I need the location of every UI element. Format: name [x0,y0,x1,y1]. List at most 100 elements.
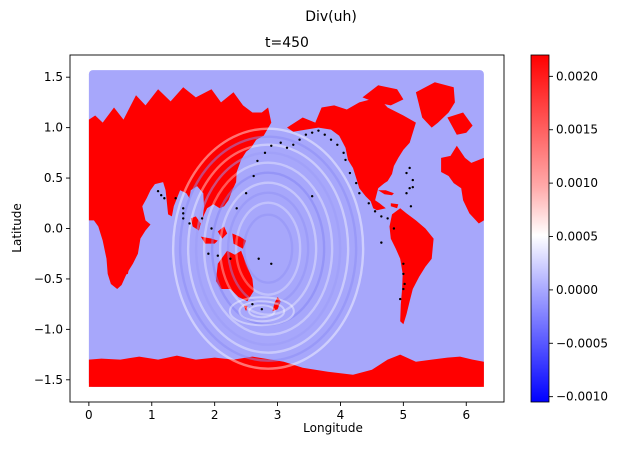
land-polygon-9 [272,297,281,312]
station-marker [251,302,254,306]
land-polygon-5 [217,226,228,239]
station-marker [409,205,413,208]
colorbar-ticks: 0.0020 0.0015 0.0010 0.0005 0.0000 −0.0005 −0.… [549,69,608,404]
station-marker [380,241,383,244]
y-tick-label: 0.5 [44,171,63,185]
wave-ring-9 [242,213,294,284]
colorbar: 0.0020 0.0015 0.0010 0.0005 0.0000 −0.0005 −0.… [530,54,608,404]
y-axis: 1.5 1.0 0.5 0.0 −0.5 −1.0 −1.5 [34,70,70,387]
station-marker [392,227,396,230]
wave-ring-6 [218,181,318,316]
x-tick-label: 6 [462,408,470,422]
station-marker [252,174,255,178]
wave-ring-4 [202,161,334,336]
land-polygon-1 [90,147,126,194]
station-marker [405,191,408,195]
y-tick-label: −1.0 [34,322,63,336]
y-axis-label: Latitude [10,203,24,252]
figure-suptitle: Div(uh) [305,9,357,25]
wave-ring-0 [171,127,365,370]
land-polygon-10 [287,97,416,211]
station-marker [411,185,414,189]
station-marker [270,144,273,147]
land-polygon-18 [88,354,484,387]
x-tick-label: 3 [274,408,282,422]
station-marker [411,178,414,182]
station-marker [373,210,377,213]
land-polygon-17 [441,145,484,224]
station-marker [298,138,301,141]
x-tick-label: 4 [337,408,345,422]
station-marker [402,262,405,266]
station-marker [229,257,232,260]
wave-lobe-0 [228,296,295,327]
land-polygon-14 [390,203,399,209]
station-marker [174,197,177,200]
y-tick-label: 1.0 [44,121,63,135]
x-tick-label: 0 [85,408,93,422]
land-masks [88,82,484,387]
station-marker [386,217,389,220]
station-marker [270,262,273,266]
station-marker [342,151,345,155]
x-axis-label: Longitude [303,421,363,435]
station-marker [256,159,259,163]
x-tick-label: 5 [400,408,408,422]
station-marker [160,194,163,197]
station-marker [348,171,352,175]
land-polygon-7 [215,250,254,302]
station-marker [207,252,210,255]
station-marker [405,171,408,175]
wave-ring-5 [210,171,326,326]
station-marker [182,212,185,215]
station-marker [329,138,333,141]
station-marker [310,195,314,198]
station-marker [244,191,248,195]
colorbar-tick-label: −0.0010 [556,390,608,404]
station-marker [182,207,185,210]
land-polygon-4 [200,236,218,244]
station-marker [257,257,260,260]
wave-ring-8 [234,201,302,296]
colorbar-tick-label: 0.0015 [556,123,598,137]
station-marker [235,207,238,210]
station-marker [317,129,320,132]
station-marker [200,217,204,220]
station-marker [304,133,308,136]
station-marker [260,307,264,311]
wave-ring-2 [186,143,350,354]
station-marker [292,143,295,146]
station-marker [408,166,411,170]
wave-lobe-1 [238,300,286,323]
land-polygon-12 [415,82,455,128]
station-marker [399,297,402,301]
station-marker [279,141,282,144]
colorbar-tick-label: 0.0020 [556,69,598,83]
y-tick-label: 1.5 [44,70,63,84]
wave-ring-1 [178,135,358,362]
wave-ring-3 [194,151,342,346]
x-tick-label: 1 [148,408,156,422]
chart-title: t=450 [265,35,309,51]
station-marker [182,217,185,220]
land-polygon-8 [243,305,248,312]
y-tick-label: −0.5 [34,272,63,286]
y-tick-label: 0.0 [44,222,63,236]
colorbar-tick-label: 0.0000 [556,283,598,297]
station-markers [156,129,414,311]
station-marker [310,131,314,134]
station-marker [156,189,160,193]
colorbar-tick-label: 0.0005 [556,230,598,244]
land-polygon-13 [378,190,394,196]
land-polygon-2 [123,253,131,275]
station-marker [408,186,411,190]
station-marker [188,222,191,225]
station-marker [323,133,326,136]
station-marker [354,181,358,185]
station-marker [263,151,267,155]
station-marker [380,215,383,218]
station-marker [285,146,289,150]
station-marker [403,282,406,286]
wave-lobe-2 [248,304,276,319]
